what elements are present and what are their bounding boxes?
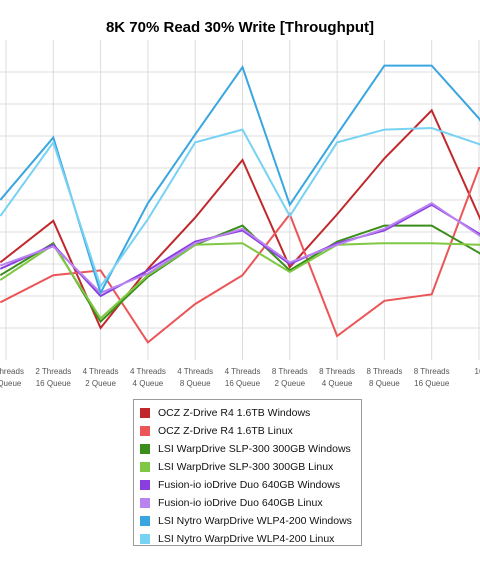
legend-label: Fusion-io ioDrive Duo 640GB Linux [158,497,323,509]
legend-swatch [140,408,150,418]
series-line-3 [0,242,480,320]
x-tick-label: 4 Threads [130,367,166,376]
legend-item: LSI WarpDrive SLP-300 300GB Linux [140,458,361,476]
x-tick-label: 8 Threads [366,367,402,376]
x-tick-labels: 2 Threads 2 Queue 2 Threads 16 Queue 4 Threa… [0,367,480,388]
x-tick-label: 2 Queue [0,379,22,388]
legend-label: OCZ Z-Drive R4 1.6TB Windows [158,407,311,419]
legend-swatch [140,534,150,544]
legend-label: LSI Nytro WarpDrive WLP4-200 Windows [158,515,352,527]
legend-swatch [140,498,150,508]
legend-item: LSI WarpDrive SLP-300 300GB Windows [140,440,361,458]
x-tick-label: 8 Threads [414,367,450,376]
x-tick-label: 8 Queue [180,379,211,388]
chart-title: 8K 70% Read 30% Write [Throughput] [105,19,375,36]
x-tick-label: 16 Queue [36,379,72,388]
legend-item: Fusion-io ioDrive Duo 640GB Linux [140,494,361,512]
line-chart: 2 Threads 2 Queue 2 Threads 16 Queue 4 Threa… [0,40,480,388]
legend-item: LSI Nytro WarpDrive WLP4-200 Windows [140,512,361,530]
series-line-4 [0,203,480,298]
x-tick-label: 4 Threads [177,367,213,376]
x-tick-label: 16 [475,367,480,376]
x-tick-label: 2 Threads [0,367,24,376]
legend-label: OCZ Z-Drive R4 1.6TB Linux [158,425,293,437]
legend-label: Fusion-io ioDrive Duo 640GB Windows [158,479,341,491]
series-line-7 [0,126,480,289]
legend-item: OCZ Z-Drive R4 1.6TB Windows [140,404,361,422]
legend: OCZ Z-Drive R4 1.6TB Windows OCZ Z-Drive … [133,399,362,546]
series-line-6 [0,64,480,296]
x-tick-label: 2 Queue [274,379,305,388]
legend-swatch [140,462,150,472]
series-line-5 [0,202,480,294]
x-tick-label: 16 Queue [225,379,261,388]
legend-item: OCZ Z-Drive R4 1.6TB Linux [140,422,361,440]
x-tick-label: 2 Threads [35,367,71,376]
legend-item: LSI Nytro WarpDrive WLP4-200 Linux [140,530,361,548]
series-line-1 [0,167,480,344]
x-tick-label: 8 Threads [319,367,355,376]
legend-swatch [140,444,150,454]
legend-swatch [140,426,150,436]
x-tick-label: 4 Queue [133,379,164,388]
x-tick-label: 16 Queue [414,379,450,388]
legend-swatch [140,516,150,526]
x-tick-label: 8 Queue [369,379,400,388]
legend-label: LSI WarpDrive SLP-300 300GB Windows [158,443,351,455]
series-line-0 [0,108,480,330]
x-tick-label: 2 Queue [85,379,116,388]
x-tick-label: 4 Queue [322,379,353,388]
legend-swatch [140,480,150,490]
legend-label: LSI Nytro WarpDrive WLP4-200 Linux [158,533,335,545]
series-lines [0,64,480,344]
series-line-2 [0,224,480,324]
legend-label: LSI WarpDrive SLP-300 300GB Linux [158,461,334,473]
legend-item: Fusion-io ioDrive Duo 640GB Windows [140,476,361,494]
x-tick-label: 4 Threads [225,367,261,376]
x-tick-label: 4 Threads [83,367,119,376]
x-tick-label: 8 Threads [272,367,308,376]
